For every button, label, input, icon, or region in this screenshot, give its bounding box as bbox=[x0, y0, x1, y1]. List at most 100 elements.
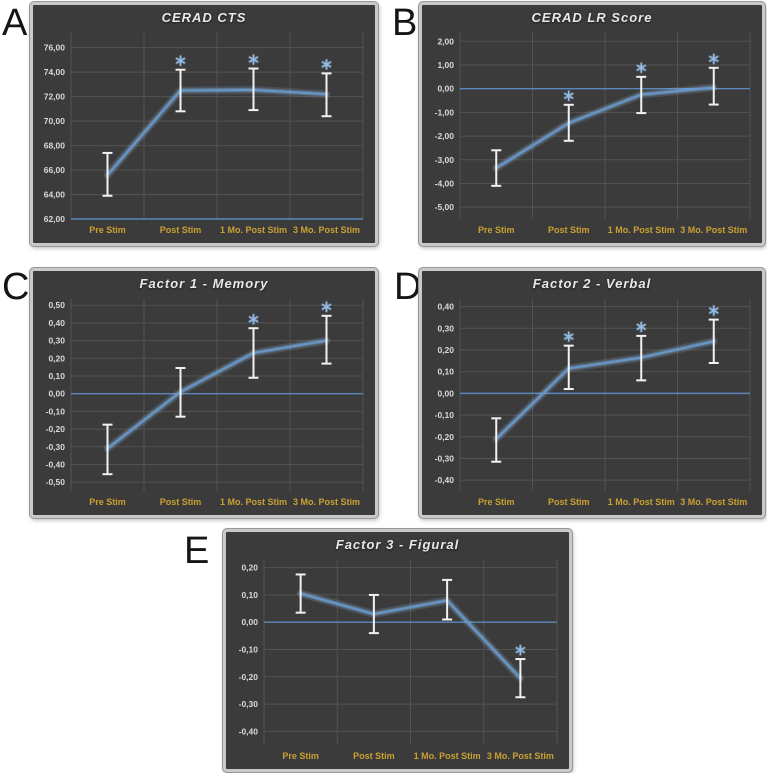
y-tick-label: -0,40 bbox=[46, 459, 66, 469]
x-tick-label: Pre Stim bbox=[282, 751, 319, 761]
y-tick-label: -0,10 bbox=[239, 644, 259, 654]
chart-panel-cerad-cts: 76,00 74,00 72,00 70,00 68,00 66,00 64,00 62,00… bbox=[30, 2, 378, 246]
error-bar bbox=[321, 314, 332, 365]
error-bar bbox=[102, 151, 113, 197]
x-tick-label: 3 Mo. Post Stim bbox=[293, 497, 360, 507]
error-bar bbox=[515, 658, 526, 699]
error-bars bbox=[102, 314, 332, 476]
y-tick-label: -0,10 bbox=[435, 410, 455, 420]
sig-markers bbox=[514, 644, 526, 657]
y-tick-label: -0,20 bbox=[239, 672, 259, 682]
x-tick-label: 1 Mo. Post Stim bbox=[608, 225, 675, 235]
error-bar bbox=[295, 573, 306, 614]
error-bar bbox=[708, 66, 719, 106]
y-tick-label: 0,40 bbox=[437, 302, 454, 312]
x-tick-label: Post Stim bbox=[160, 497, 202, 507]
x-tick-label: Pre Stim bbox=[478, 225, 515, 235]
y-axis-labels: 0,20 0,10 0,00 -0,10 -0,20 -0,30 -0,40 bbox=[239, 563, 259, 737]
error-bars bbox=[102, 67, 332, 197]
sig-asterisk-icon bbox=[708, 304, 720, 317]
x-tick-label: 3 Mo. Post Stim bbox=[680, 225, 747, 235]
y-tick-label: 62,00 bbox=[44, 214, 66, 224]
y-tick-label: 0,20 bbox=[48, 353, 65, 363]
x-axis-labels: Pre Stim Post Stim 1 Mo. Post Stim 3 Mo. Po… bbox=[478, 497, 747, 507]
sig-asterisk-icon bbox=[635, 320, 647, 333]
x-tick-label: 3 Mo. Post Stim bbox=[487, 751, 554, 761]
y-tick-label: -0,50 bbox=[46, 477, 66, 487]
x-tick-label: Post Stim bbox=[548, 225, 590, 235]
x-tick-label: Pre Stim bbox=[89, 225, 126, 235]
error-bar bbox=[563, 103, 574, 142]
series-line bbox=[296, 589, 525, 683]
x-tick-label: 3 Mo. Post Stim bbox=[680, 497, 747, 507]
y-tick-label: 0,50 bbox=[48, 300, 65, 310]
chart-title: Factor 1 - Memory bbox=[139, 276, 269, 291]
chart-plot-svg: 0,20 0,10 0,00 -0,10 -0,20 -0,30 -0,40 Pre Stim… bbox=[239, 560, 558, 761]
panel-letter-b: B bbox=[392, 2, 418, 44]
y-tick-label: -0,30 bbox=[239, 699, 259, 709]
gridlines bbox=[459, 33, 751, 219]
y-tick-label: 0,10 bbox=[48, 371, 65, 381]
sig-asterisk-icon bbox=[321, 300, 332, 313]
y-tick-label: 66,00 bbox=[44, 165, 66, 175]
series-line bbox=[492, 83, 718, 173]
y-tick-label: -0,30 bbox=[435, 453, 455, 463]
error-bar bbox=[175, 367, 186, 418]
y-tick-label: 0,00 bbox=[48, 389, 65, 399]
sig-markers bbox=[248, 300, 332, 326]
x-tick-label: 3 Mo. Post Stim bbox=[293, 225, 360, 235]
sig-markers bbox=[175, 53, 332, 71]
series-line bbox=[492, 337, 718, 443]
y-tick-label: 64,00 bbox=[44, 190, 66, 200]
y-tick-label: 68,00 bbox=[44, 141, 66, 151]
chart-title: Factor 3 - Figural bbox=[335, 537, 460, 552]
y-tick-label: 0,10 bbox=[437, 367, 454, 377]
error-bar bbox=[636, 75, 647, 115]
series-line bbox=[103, 336, 331, 453]
error-bar bbox=[442, 578, 453, 621]
error-bar bbox=[491, 149, 502, 187]
x-tick-label: Post Stim bbox=[548, 497, 590, 507]
error-bar bbox=[708, 318, 719, 364]
y-tick-label: 72,00 bbox=[44, 92, 66, 102]
y-tick-label: -0,20 bbox=[46, 424, 66, 434]
sig-asterisk-icon bbox=[708, 52, 720, 65]
y-tick-label: -0,40 bbox=[435, 475, 455, 485]
chart-plot-svg: 76,00 74,00 72,00 70,00 68,00 66,00 64,00 62,00… bbox=[44, 33, 364, 235]
panel-letter-a: A bbox=[2, 2, 28, 44]
y-tick-label: 74,00 bbox=[44, 67, 66, 77]
x-tick-label: Pre Stim bbox=[89, 497, 126, 507]
error-bars bbox=[295, 573, 526, 699]
x-tick-label: 1 Mo. Post Stim bbox=[220, 497, 287, 507]
y-axis-labels: 76,00 74,00 72,00 70,00 68,00 66,00 64,00 62,00 bbox=[44, 43, 66, 224]
sig-asterisk-icon bbox=[175, 54, 186, 67]
error-bars bbox=[491, 318, 719, 463]
sig-asterisk-icon bbox=[635, 61, 647, 74]
gridlines bbox=[459, 299, 751, 491]
chart-panel-cerad-lr-score: 2,00 1,00 0,00 -1,00 -2,00 -3,00 -4,00 -5,00 Pre… bbox=[419, 2, 765, 246]
chart-panel-factor1-memory: 0,50 0,40 0,30 0,20 0,10 0,00 -0,10 -0,20 -0,30 -… bbox=[30, 268, 378, 518]
y-tick-label: -3,00 bbox=[435, 155, 455, 165]
x-axis-labels: Pre Stim Post Stim 1 Mo. Post Stim 3 Mo. Po… bbox=[282, 751, 554, 761]
chart-panel-factor2-verbal: 0,40 0,30 0,20 0,10 0,00 -0,10 -0,20 -0,30 -0,40… bbox=[419, 268, 765, 518]
sig-asterisk-icon bbox=[514, 644, 526, 657]
error-bar bbox=[321, 72, 332, 118]
panel-letter-e: E bbox=[184, 530, 210, 572]
chart-title: Factor 2 - Verbal bbox=[532, 276, 652, 291]
y-tick-label: -2,00 bbox=[435, 131, 455, 141]
x-tick-label: Post Stim bbox=[160, 225, 202, 235]
y-tick-label: -0,40 bbox=[239, 726, 259, 736]
y-tick-label: -1,00 bbox=[435, 107, 455, 117]
sig-asterisk-icon bbox=[563, 330, 575, 343]
gridlines bbox=[263, 560, 558, 745]
y-tick-label: 0,10 bbox=[241, 590, 258, 600]
y-tick-label: 0,20 bbox=[437, 345, 454, 355]
y-tick-label: -4,00 bbox=[435, 178, 455, 188]
x-tick-label: 1 Mo. Post Stim bbox=[608, 497, 675, 507]
sig-asterisk-icon bbox=[321, 58, 332, 71]
gridlines bbox=[70, 299, 364, 491]
panel-letter-d: D bbox=[394, 266, 422, 308]
y-tick-label: 0,30 bbox=[437, 323, 454, 333]
x-tick-label: Pre Stim bbox=[478, 497, 515, 507]
